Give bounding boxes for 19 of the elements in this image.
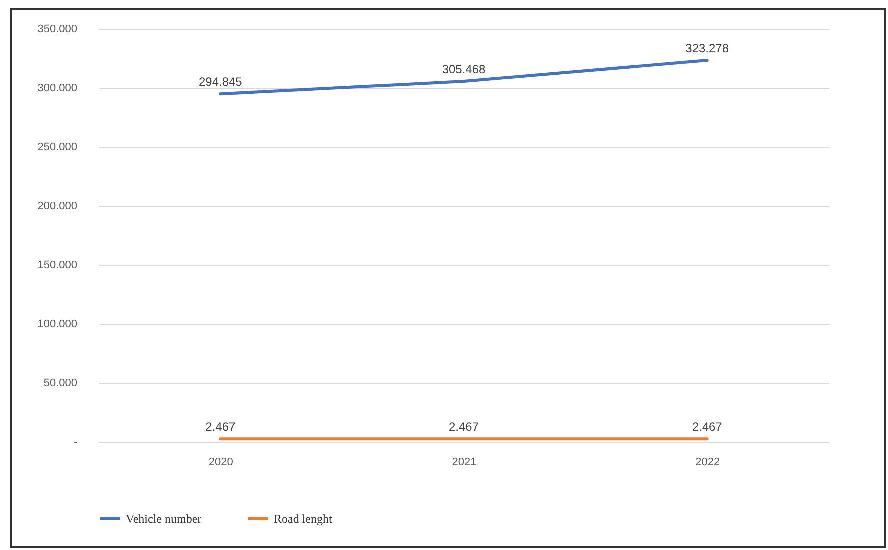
legend-label: Road lenght — [274, 512, 333, 526]
x-tick-label: 2020 — [208, 456, 234, 468]
y-tick-label: 300.000 — [38, 82, 78, 94]
y-tick-label: 350.000 — [38, 24, 78, 36]
x-tick-label: 2021 — [452, 456, 477, 468]
data-label: 2.467 — [692, 420, 723, 434]
data-label: 2.467 — [206, 420, 236, 434]
y-tick-label: 150.000 — [38, 260, 78, 272]
data-label: 305.468 — [442, 62, 486, 77]
y-tick-label: 250.000 — [38, 142, 78, 154]
y-tick-label: 100.000 — [38, 318, 78, 330]
data-label: 294.845 — [198, 75, 243, 90]
x-tick-label: 2022 — [696, 456, 720, 468]
y-tick-label: 200.000 — [38, 200, 78, 212]
y-tick-label: 50.000 — [44, 378, 78, 390]
data-label: 323.278 — [686, 42, 730, 56]
data-label: 2.467 — [448, 420, 480, 434]
legend-label: Vehicle number — [126, 512, 202, 526]
y-tick-label: - — [74, 436, 78, 448]
